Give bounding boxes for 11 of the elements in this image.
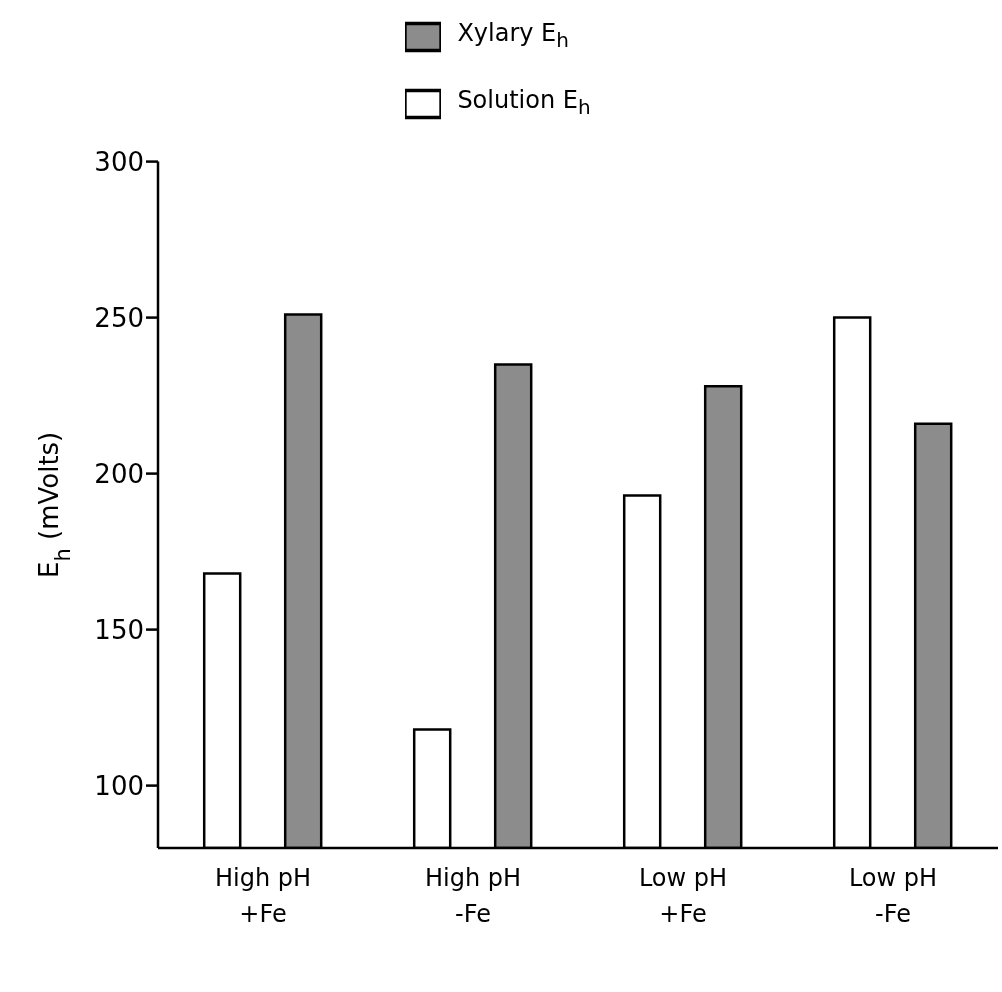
x-tick-label: High pH +Fe: [214, 864, 312, 928]
y-tick-label: 300: [94, 146, 144, 177]
legend-label: Xylary E$_{h}$: [457, 19, 569, 52]
y-tick-label: 100: [94, 770, 144, 801]
y-tick-label: 250: [94, 302, 144, 333]
x-tick-label: Low pH +Fe: [638, 864, 728, 928]
x-tick-label: High pH -Fe: [424, 864, 522, 928]
legend-label: Solution E$_{h}$: [457, 85, 591, 119]
y-tick-label: 150: [94, 614, 144, 645]
x-tick-label: Low pH -Fe: [848, 864, 938, 928]
y-tick-label: 200: [94, 458, 144, 489]
